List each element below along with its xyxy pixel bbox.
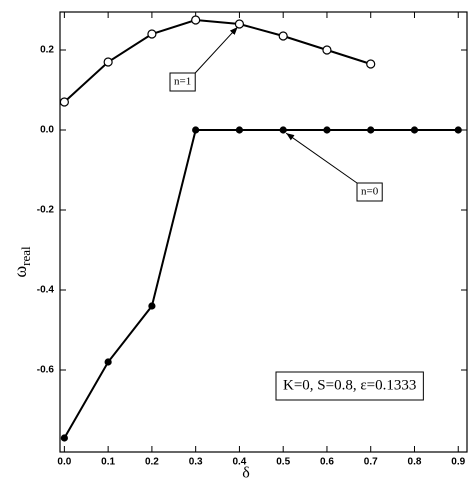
data-point [410,126,419,134]
data-point [59,97,69,107]
data-point [323,126,331,134]
series-label: n=1 [174,76,191,88]
parameter-label: K=0, S=0.8, ε=0.1333 [283,377,416,393]
data-point [367,126,375,134]
x-tick-label: 0.2 [145,457,159,468]
data-point [192,126,200,134]
data-point [454,126,462,134]
y-label-symbol: ω [10,266,30,278]
x-tick-label: 0.1 [101,457,115,468]
series-label-box [169,72,196,92]
data-point [147,29,157,39]
series-line [63,129,459,439]
x-tick-label: 0.4 [232,457,246,468]
data-point [60,434,68,442]
x-tick-label: 0.0 [57,457,71,468]
data-point [279,126,287,134]
series-label-box [356,182,383,202]
x-tick-label: 0.8 [408,457,422,468]
plot-frame [59,11,468,453]
data-point [366,59,376,69]
y-tick-label: -0.6 [37,365,55,376]
y-tick-label: 0.2 [40,45,54,56]
annotation-arrow [285,132,358,184]
data-point [278,31,288,41]
data-point [235,126,244,134]
y-tick-label: -0.2 [37,205,55,216]
series-line [63,18,372,103]
parameter-box [275,371,424,401]
data-point [322,45,332,55]
series-label: n=0 [361,186,379,198]
data-point [191,15,201,25]
data-point [234,19,245,29]
y-tick-label: -0.4 [37,285,55,296]
data-point [104,358,112,366]
y-tick-label: 0.0 [40,125,54,136]
y-label-subscript: real [18,246,33,266]
y-axis-label: ωreal [10,246,33,278]
data-point [148,302,156,310]
annotation-arrow [194,26,239,74]
x-tick-label: 0.3 [189,457,203,468]
x-tick-label: 0.5 [276,457,290,468]
x-tick-label: 0.6 [320,457,334,468]
x-axis-label: δ [242,465,250,479]
data-point [103,57,113,67]
x-tick-label: 0.9 [451,457,465,468]
x-tick-label: 0.7 [364,457,378,468]
